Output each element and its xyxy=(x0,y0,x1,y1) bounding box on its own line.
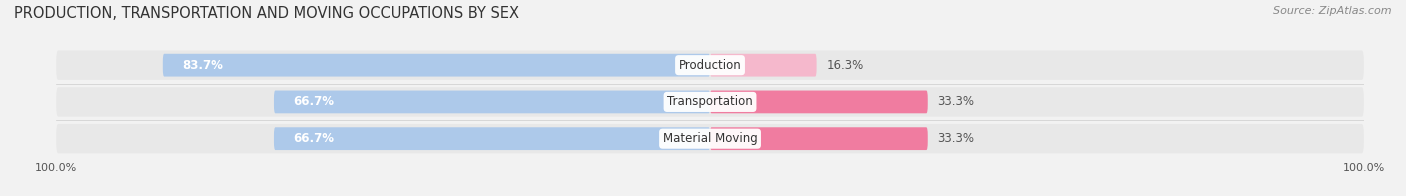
Text: PRODUCTION, TRANSPORTATION AND MOVING OCCUPATIONS BY SEX: PRODUCTION, TRANSPORTATION AND MOVING OC… xyxy=(14,6,519,21)
Text: 33.3%: 33.3% xyxy=(938,132,974,145)
FancyBboxPatch shape xyxy=(163,54,710,77)
FancyBboxPatch shape xyxy=(274,91,710,113)
Text: Production: Production xyxy=(679,59,741,72)
Text: Source: ZipAtlas.com: Source: ZipAtlas.com xyxy=(1274,6,1392,16)
FancyBboxPatch shape xyxy=(710,91,928,113)
Text: 16.3%: 16.3% xyxy=(827,59,863,72)
Text: Material Moving: Material Moving xyxy=(662,132,758,145)
Text: Transportation: Transportation xyxy=(668,95,752,108)
FancyBboxPatch shape xyxy=(274,127,710,150)
FancyBboxPatch shape xyxy=(56,87,1364,117)
FancyBboxPatch shape xyxy=(710,54,817,77)
Text: 66.7%: 66.7% xyxy=(294,132,335,145)
Text: 83.7%: 83.7% xyxy=(183,59,224,72)
Text: 66.7%: 66.7% xyxy=(294,95,335,108)
Text: 33.3%: 33.3% xyxy=(938,95,974,108)
FancyBboxPatch shape xyxy=(56,124,1364,153)
FancyBboxPatch shape xyxy=(56,51,1364,80)
FancyBboxPatch shape xyxy=(710,127,928,150)
